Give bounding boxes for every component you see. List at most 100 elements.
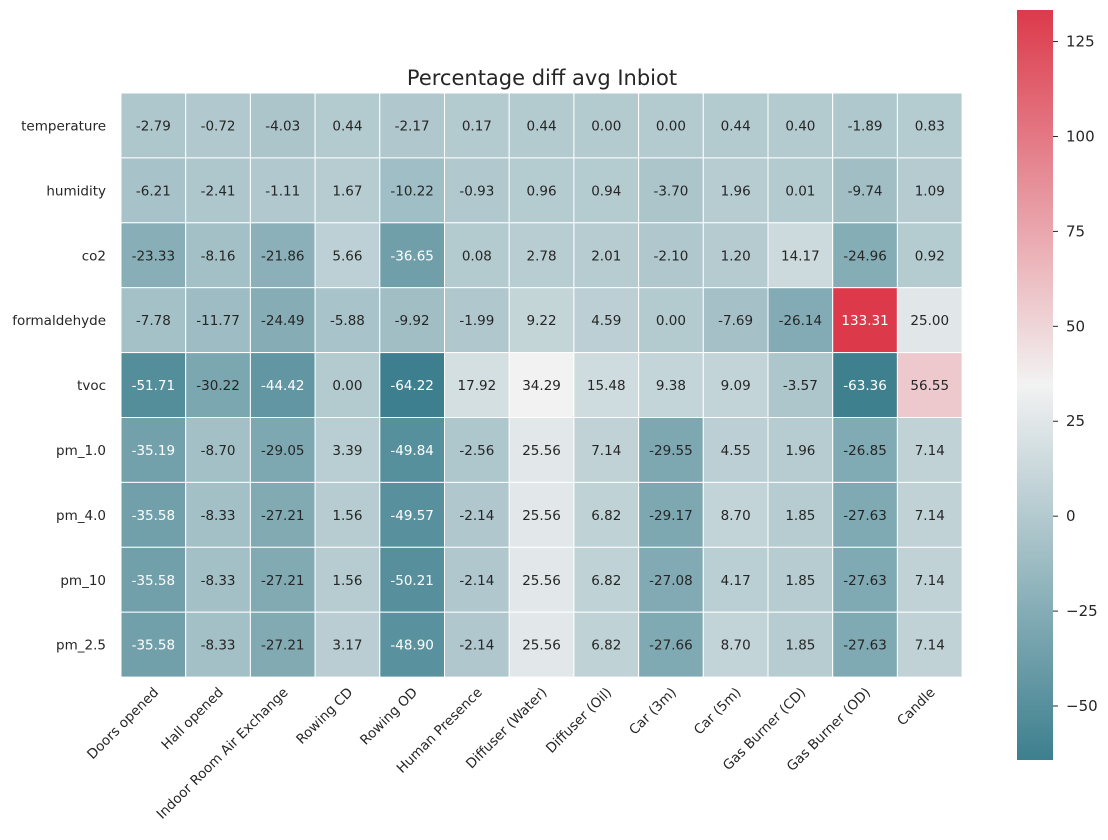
cell-value-label: 0.00 [332,378,362,394]
heatmap-cell [767,417,834,483]
cell-value-label: -2.14 [459,573,494,589]
cell-value-label: -26.85 [843,443,887,459]
colorbar [1017,10,1053,760]
cell-value-label: -26.14 [779,313,823,329]
cell-value-label: 7.14 [915,638,945,654]
cell-value-label: -5.88 [330,313,365,329]
cell-value-label: -0.72 [201,118,236,134]
cell-value-label: -44.42 [261,378,305,394]
heatmap-cell [444,611,510,678]
column-label: Indoor Room Air Exchange [154,685,292,823]
cell-value-label: -2.41 [201,183,236,199]
cell-value-label: -24.96 [843,248,887,264]
heatmap-cell [444,546,510,613]
heatmap-cell [120,287,187,354]
heatmap-cell [314,481,381,548]
heatmap-cells: -2.79 -0.72 -4.03 0.44 -2.17 0.17 0.44 0.00 0.00… [120,92,963,678]
cell-value-label: 0.83 [915,118,945,134]
colorbar-tick-label: 25 [1066,412,1085,430]
cell-value-label: 0.96 [527,183,557,199]
heatmap-cell [767,287,834,354]
heatmap-cell [767,222,834,289]
cell-value-label: -2.10 [653,248,688,264]
cell-value-label: -35.19 [132,443,176,459]
cell-value-label: -27.21 [261,573,305,589]
cell-value-label: -49.84 [390,443,434,459]
cell-value-label: -35.58 [132,638,176,654]
heatmap-cell [379,481,445,548]
cell-value-label: -1.11 [265,183,300,199]
heatmap-cell [638,417,704,483]
heatmap-cell [249,92,316,159]
row-label: pm_10 [60,573,106,589]
cell-value-label: 1.67 [332,183,362,199]
cell-value-label: -64.22 [390,378,434,394]
cell-value-label: 0.44 [721,118,751,134]
heatmap-cell [120,92,187,159]
heatmap-cell [896,546,963,613]
heatmap-cell [120,611,187,678]
colorbar-tick-label: −50 [1066,697,1098,715]
heatmap-cell [573,611,640,678]
cell-value-label: 4.17 [721,573,751,589]
cell-value-label: -27.63 [843,573,887,589]
heatmap-cell [767,546,834,613]
heatmap-cell [896,222,963,289]
heatmap-cell [832,287,898,354]
cell-value-label: -10.22 [390,183,434,199]
column-label: Rowing CD [293,685,356,748]
heatmap-cell [832,352,898,419]
heatmap-cell [185,222,251,289]
heatmap-cell [702,157,769,224]
cell-value-label: -3.70 [653,183,688,199]
heatmap-cell [638,546,704,613]
heatmap-cell [444,481,510,548]
row-labels: temperature humidity co2 formaldehyde tvoc pm… [12,118,106,653]
heatmap-cell [185,352,251,419]
cell-value-label: -23.33 [132,248,176,264]
column-label: Diffuser (Oil) [543,685,615,757]
cell-value-label: 4.55 [721,443,751,459]
colorbar-ticks: −50 −25 0 25 50 75 100 125 [1053,33,1098,715]
cell-value-label: 0.44 [332,118,362,134]
heatmap-cell [896,481,963,548]
heatmap-cell [508,611,575,678]
heatmap-cell [314,157,381,224]
cell-value-label: -35.58 [132,508,176,524]
cell-value-label: 34.29 [522,378,561,394]
heatmap-cell [314,352,381,419]
cell-value-label: 2.01 [591,248,621,264]
cell-value-label: -9.92 [395,313,430,329]
heatmap-cell [314,92,381,159]
cell-value-label: 6.82 [591,573,621,589]
cell-value-label: 1.96 [721,183,751,199]
cell-value-label: 7.14 [915,443,945,459]
heatmap-cell [120,157,187,224]
heatmap-cell [702,92,769,159]
cell-value-label: 2.78 [527,248,557,264]
cell-value-label: -29.55 [649,443,693,459]
row-label: tvoc [77,378,106,394]
heatmap-cell [249,222,316,289]
heatmap-cell [120,222,187,289]
cell-value-label: -30.22 [196,378,240,394]
heatmap-cell [702,287,769,354]
cell-value-label: -27.66 [649,638,693,654]
cell-value-label: -24.49 [261,313,305,329]
row-label: pm_4.0 [56,508,106,524]
cell-value-label: -8.33 [201,573,236,589]
cell-value-label: 1.96 [785,443,815,459]
cell-value-label: 25.00 [910,313,949,329]
cell-value-label: 1.85 [785,638,815,654]
row-label: pm_1.0 [56,443,106,459]
heatmap-cell [638,481,704,548]
cell-value-label: -8.16 [201,248,236,264]
cell-value-label: -1.99 [459,313,494,329]
cell-value-label: 3.39 [332,443,362,459]
heatmap-cell [896,611,963,678]
column-label: Doors opened [84,685,162,763]
heatmap-cell [314,611,381,678]
column-label: Hall opened [158,685,226,753]
cell-value-label: -27.21 [261,508,305,524]
cell-value-label: 1.09 [915,183,945,199]
